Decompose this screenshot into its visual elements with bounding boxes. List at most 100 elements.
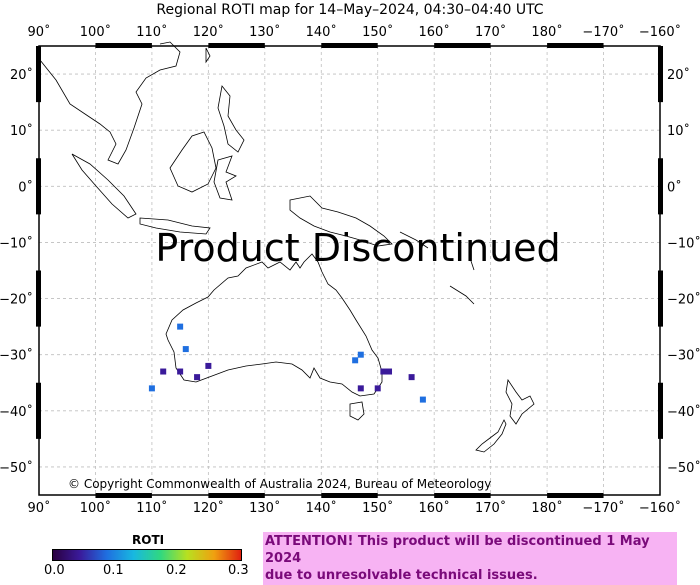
roti-marker [386, 368, 393, 375]
lat-tick-label: −40˚ [667, 404, 700, 420]
roti-observations [148, 323, 426, 403]
solomon-islands-coast [399, 231, 429, 249]
roti-marker [374, 385, 381, 392]
frame-bar [658, 46, 663, 103]
lon-tick-label: −170˚ [582, 24, 624, 40]
axis-labels: 90˚ 90˚ 100˚ 100˚ 110˚ 110˚ 120˚ 120˚ 130˚ 130˚ 14… [0, 24, 700, 516]
roti-marker [148, 385, 155, 392]
lon-tick-label: 130˚ [249, 24, 280, 40]
frame-bar [36, 382, 41, 439]
lon-tick-label: 170˚ [475, 500, 506, 516]
roti-marker [419, 396, 426, 403]
lon-tick-label: 90˚ [27, 500, 50, 516]
lat-tick-label: −30˚ [667, 348, 700, 364]
vanuatu-coast [469, 257, 475, 271]
lon-tick-label: 120˚ [193, 24, 224, 40]
java-coast [139, 217, 211, 235]
taiwan-coast [205, 47, 211, 64]
frame-ticks [36, 43, 663, 498]
lon-tick-label: 100˚ [80, 500, 111, 516]
lon-tick-label: 160˚ [419, 24, 450, 40]
roti-marker [194, 374, 201, 381]
lon-tick-label: 110˚ [136, 500, 167, 516]
frame-bar [95, 43, 152, 48]
lat-tick-label: 10˚ [10, 123, 33, 139]
colorbar-tick: 0.0 [44, 563, 65, 578]
colorbar-tick: 0.1 [103, 563, 124, 578]
colorbar [52, 549, 242, 561]
frame-bar [434, 43, 491, 48]
frame-bar [36, 158, 41, 215]
lon-tick-label: 130˚ [249, 500, 280, 516]
colorbar-title: ROTI [132, 533, 165, 547]
lat-tick-label: 20˚ [667, 67, 690, 83]
lon-tick-label: 140˚ [306, 500, 337, 516]
tasmania-coast [349, 401, 365, 421]
roti-marker [357, 385, 364, 392]
colorbar-tick: 0.3 [228, 563, 249, 578]
map-title: Regional ROTI map for 14–May–2024, 04:30… [156, 2, 544, 18]
lat-tick-label: −10˚ [0, 235, 33, 251]
lon-tick-label: 180˚ [531, 500, 562, 516]
discontinued-banner: Product Discontinued [155, 226, 561, 270]
asia-coast [39, 41, 181, 165]
australia-coast [165, 253, 383, 397]
lat-tick-label: −20˚ [667, 292, 700, 308]
lat-tick-label: −50˚ [667, 460, 700, 476]
frame-bar [658, 270, 663, 327]
philippines-coast [217, 85, 245, 153]
lat-tick-label: −10˚ [667, 235, 700, 251]
frame-bar [434, 493, 491, 498]
frame-bar [547, 43, 604, 48]
new-guinea-coast [289, 195, 393, 247]
frame-bar [658, 382, 663, 439]
lon-tick-label: 140˚ [306, 24, 337, 40]
lon-tick-label: 160˚ [419, 500, 450, 516]
lat-tick-label: 0˚ [667, 179, 682, 195]
frame-bar [658, 158, 663, 215]
map-frame [38, 45, 661, 496]
lon-tick-label: −160˚ [639, 500, 681, 516]
lon-tick-label: 110˚ [136, 24, 167, 40]
new-zealand-south-coast [475, 419, 507, 453]
lat-tick-label: −50˚ [0, 460, 33, 476]
copyright-notice: © Copyright Commonwealth of Australia 20… [68, 477, 492, 491]
lon-tick-label: −160˚ [639, 24, 681, 40]
sumatra-coast [71, 153, 137, 219]
attention-notice: ATTENTION! This product will be disconti… [263, 532, 677, 585]
colorbar-tick: 0.2 [166, 563, 187, 578]
frame-bar [36, 270, 41, 327]
roti-marker [205, 362, 212, 369]
frame-bar [547, 493, 604, 498]
lat-tick-label: 0˚ [18, 179, 33, 195]
lat-tick-label: 20˚ [10, 67, 33, 83]
frame-bar [36, 46, 41, 103]
grid-lines [39, 46, 660, 495]
lat-tick-label: −30˚ [0, 348, 33, 364]
coastlines [39, 41, 535, 453]
new-caledonia-coast [449, 285, 475, 305]
frame-bar [321, 43, 378, 48]
roti-marker [177, 323, 184, 330]
attention-line: due to unresolvable technical issues. [265, 568, 538, 583]
roti-marker [160, 368, 167, 375]
lon-tick-label: 170˚ [475, 24, 506, 40]
borneo-coast [169, 131, 217, 193]
roti-marker [357, 351, 364, 358]
new-zealand-coast [505, 378, 535, 425]
roti-marker [177, 368, 184, 375]
lon-tick-label: 90˚ [27, 24, 50, 40]
frame-bar [321, 493, 378, 498]
lon-tick-label: 150˚ [362, 500, 393, 516]
lon-tick-label: 100˚ [80, 24, 111, 40]
sulawesi-coast [213, 155, 237, 201]
attention-line: ATTENTION! This product will be disconti… [265, 534, 650, 566]
lat-tick-label: −40˚ [0, 404, 33, 420]
lon-tick-label: 150˚ [362, 24, 393, 40]
lat-tick-label: 10˚ [667, 123, 690, 139]
frame-bar [208, 43, 265, 48]
roti-marker [182, 346, 189, 353]
lon-tick-label: −170˚ [582, 500, 624, 516]
frame-bar [208, 493, 265, 498]
